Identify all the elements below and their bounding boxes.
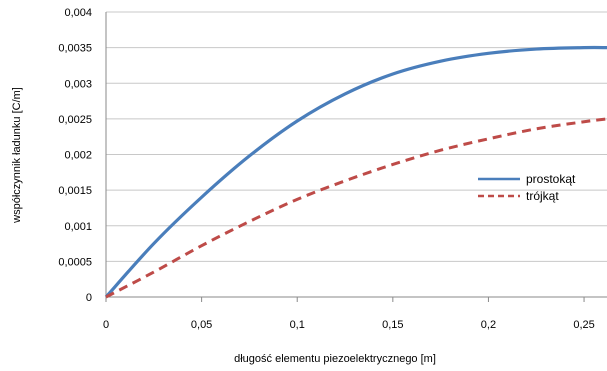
series-line-prostokat [104, 45, 607, 299]
series-line-trojkat [105, 117, 607, 299]
axes [105, 12, 607, 302]
y-tick-label: 0,003 [64, 78, 92, 90]
x-tick-label: 0,2 [481, 319, 496, 331]
x-tick-label: 0,1 [290, 319, 305, 331]
x-tick-labels: 0 0,05 0,1 0,15 0,2 0,25 [103, 319, 595, 331]
x-axis-label: długość elementu piezoelektrycznego [m] [234, 353, 436, 365]
x-tick-label: 0,05 [191, 319, 212, 331]
y-tick-label: 0,0035 [58, 43, 92, 55]
gridlines [106, 11, 607, 262]
y-tick-label: 0,0025 [58, 114, 92, 126]
y-tick-label: 0,004 [64, 7, 92, 19]
y-tick-labels: 0 0,0005 0,001 0,0015 0,002 0,0025 0,003 0,0035… [58, 7, 92, 304]
x-tick-label: 0,25 [573, 319, 594, 331]
legend-label-trojkat: trójkąt [526, 189, 559, 203]
x-tick-label: 0 [103, 319, 109, 331]
y-tick-label: 0 [86, 292, 92, 304]
y-axis-label: współczynnik ładunku [C/m] [11, 87, 23, 224]
series-lines [104, 45, 607, 299]
y-tick-label: 0,002 [64, 150, 92, 162]
legend-label-prostokat: prostokąt [526, 172, 576, 186]
y-tick-label: 0,0015 [58, 185, 92, 197]
legend: prostokąt trójkąt [478, 172, 576, 203]
x-tick-label: 0,15 [382, 319, 403, 331]
y-tick-label: 0,0005 [58, 256, 92, 268]
y-tick-label: 0,001 [64, 221, 92, 233]
